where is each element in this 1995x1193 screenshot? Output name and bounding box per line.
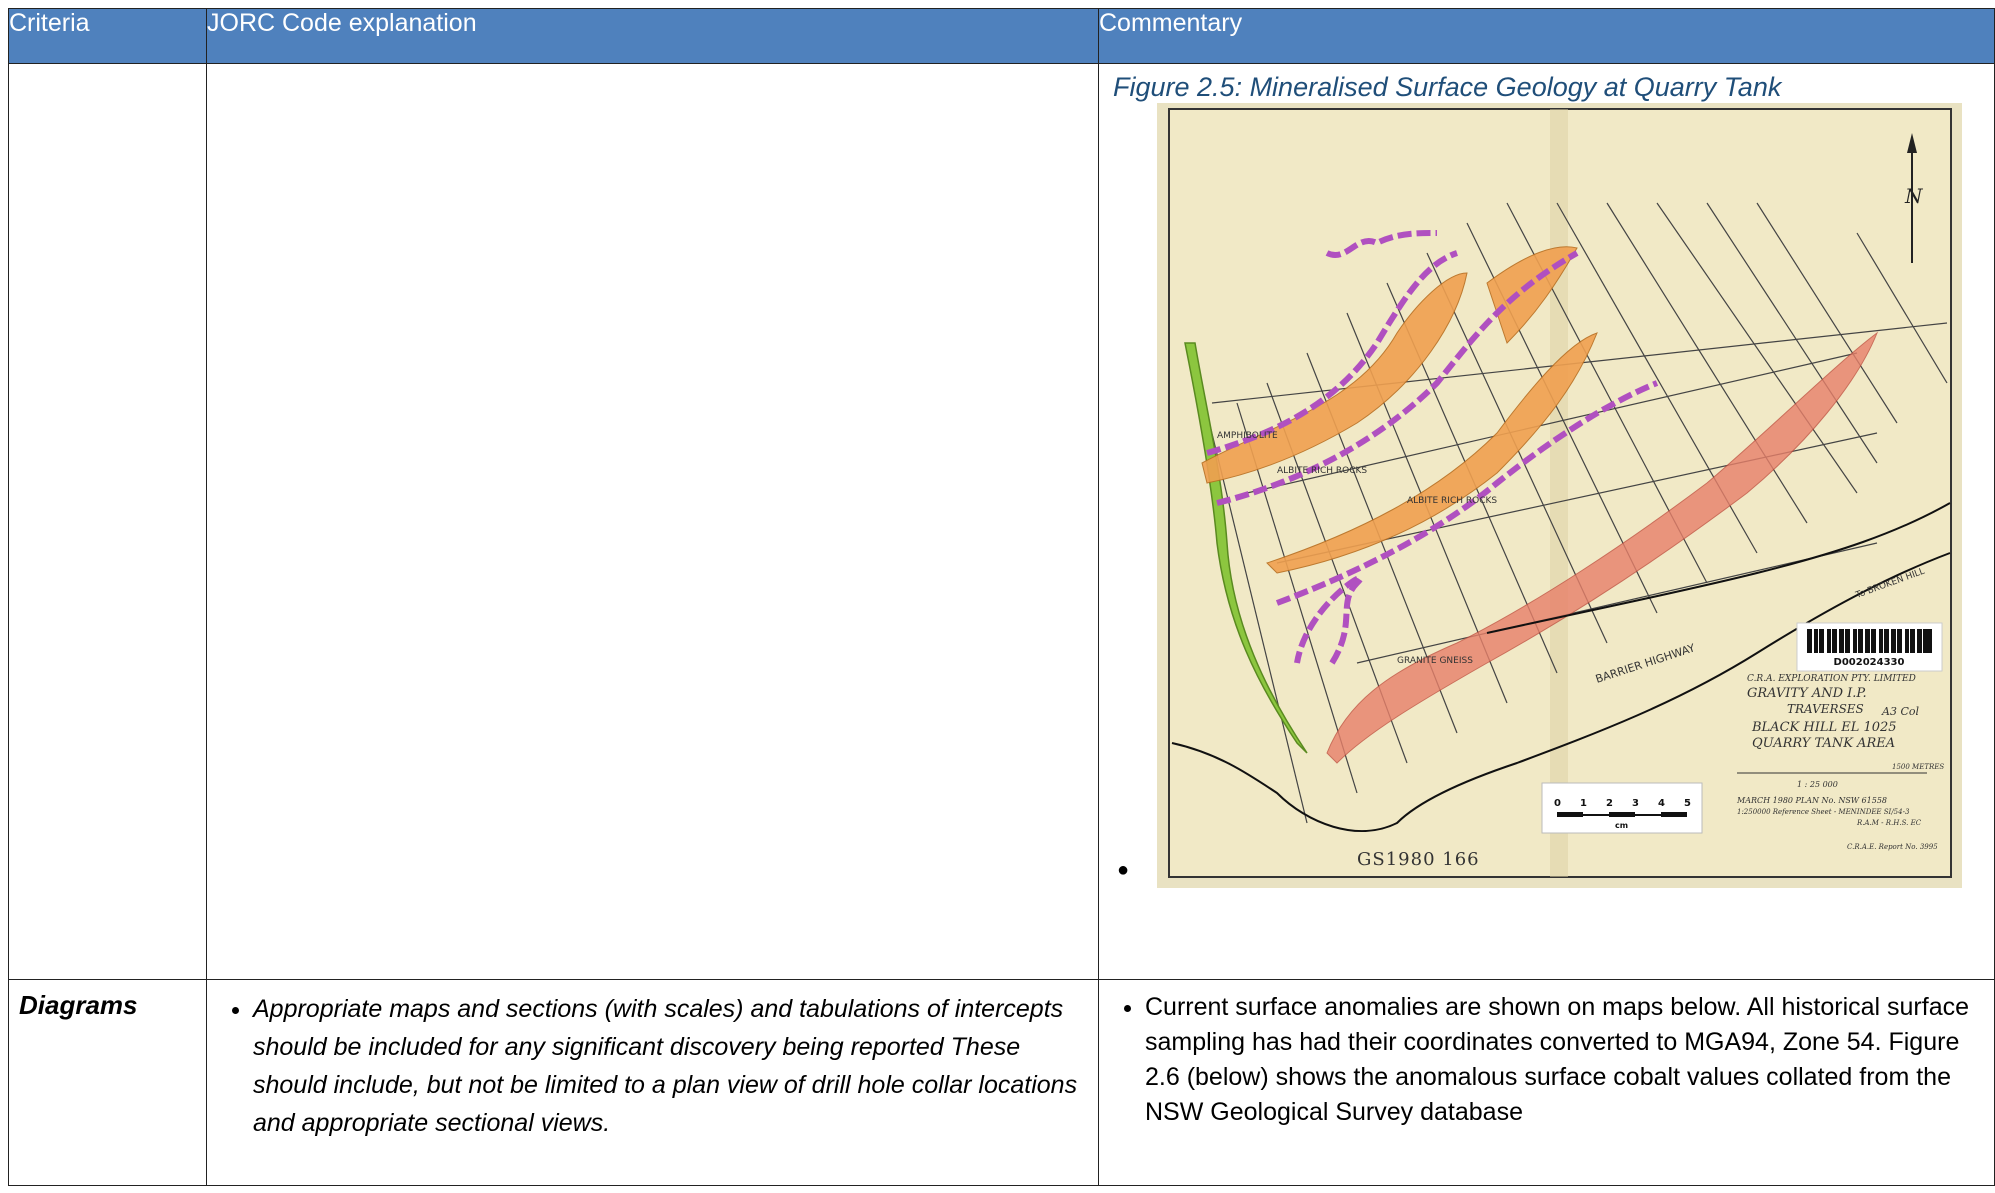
- diagrams-commentary-list: Current surface anomalies are shown on m…: [1099, 990, 1974, 1130]
- diagrams-explanation-list: Appropriate maps and sections (with scal…: [207, 990, 1078, 1142]
- figure-explanation-cell: [206, 63, 1099, 980]
- diagrams-explanation-item: Appropriate maps and sections (with scal…: [253, 990, 1078, 1142]
- svg-text:cm: cm: [1615, 821, 1628, 830]
- barcode-label: D002024330: [1796, 622, 1943, 672]
- svg-text:C.R.A. EXPLORATION PTY. LIMITE: C.R.A. EXPLORATION PTY. LIMITED: [1747, 674, 1916, 684]
- barrier-highway: [1486, 502, 1951, 634]
- svg-text:R.A.M - R.H.S. EC: R.A.M - R.H.S. EC: [1856, 819, 1922, 827]
- header-explanation: JORC Code explanation: [206, 8, 1099, 64]
- figure-criteria-cell: [8, 63, 207, 980]
- orange-unit-3: [1486, 246, 1578, 344]
- diagrams-commentary-item: Current surface anomalies are shown on m…: [1145, 990, 1974, 1130]
- svg-text:MARCH 1980 PLAN No. NSW 6155: MARCH 1980 PLAN No. NSW 61558: [1736, 796, 1887, 805]
- figure-container: ● N: [1113, 103, 1994, 893]
- svg-text:N: N: [1904, 184, 1924, 208]
- svg-text:AMPHIBOLITE: AMPHIBOLITE: [1217, 431, 1278, 441]
- svg-text:BLACK HILL EL 1025: BLACK HILL EL 1025: [1751, 720, 1897, 735]
- diagrams-row: Diagrams Appropriate maps and sections (…: [8, 979, 1995, 1186]
- svg-text:GRAVITY AND I.P.: GRAVITY AND I.P.: [1747, 686, 1867, 701]
- svg-text:5: 5: [1684, 798, 1691, 809]
- svg-text:1 : 25 000: 1 : 25 000: [1797, 780, 1838, 789]
- svg-text:2: 2: [1606, 798, 1613, 809]
- orange-unit-1: [1201, 272, 1468, 484]
- svg-text:ALBITE RICH ROCKS: ALBITE RICH ROCKS: [1407, 496, 1497, 506]
- jorc-table: Criteria JORC Code explanation Commentar…: [8, 8, 1995, 1186]
- red-unit: [1326, 331, 1879, 764]
- svg-text:ALBITE RICH ROCKS: ALBITE RICH ROCKS: [1277, 466, 1367, 476]
- purple-units: [1206, 230, 1659, 665]
- north-arrow-icon: N: [1904, 133, 1924, 263]
- svg-text:1: 1: [1580, 798, 1587, 809]
- title-block: C.R.A. EXPLORATION PTY. LIMITED GRAVITY …: [1736, 674, 1944, 851]
- svg-text:0: 0: [1554, 798, 1561, 809]
- diagrams-criteria-cell: Diagrams: [8, 979, 207, 1186]
- geology-map: N: [1157, 103, 1962, 888]
- svg-text:GRANITE GNEISS: GRANITE GNEISS: [1397, 656, 1473, 666]
- orange-unit-2: [1266, 332, 1598, 574]
- figure-commentary-cell: Figure 2.5: Mineralised Surface Geology …: [1098, 63, 1995, 980]
- svg-text:1:250000 Reference Sheet - MEN: 1:250000 Reference Sheet - MENINDEE SI/5…: [1737, 808, 1910, 816]
- svg-text:3: 3: [1632, 798, 1639, 809]
- diagrams-explanation-cell: Appropriate maps and sections (with scal…: [206, 979, 1099, 1186]
- scale-ruler: 0 1 2 3 4 5 cm: [1541, 782, 1703, 834]
- svg-text:1500 METRES: 1500 METRES: [1892, 763, 1944, 771]
- svg-text:A3 Col: A3 Col: [1881, 705, 1919, 718]
- diagrams-commentary-cell: Current surface anomalies are shown on m…: [1098, 979, 1995, 1186]
- svg-text:4: 4: [1658, 798, 1665, 809]
- svg-text:TRAVERSES: TRAVERSES: [1787, 702, 1864, 716]
- figure-caption: Figure 2.5: Mineralised Surface Geology …: [1113, 72, 1782, 102]
- figure-row: Figure 2.5: Mineralised Surface Geology …: [8, 63, 1995, 980]
- bullet-icon: ●: [1117, 859, 1130, 881]
- svg-text:QUARRY TANK AREA: QUARRY TANK AREA: [1752, 736, 1895, 751]
- archive-stamp: GS1980 166: [1357, 849, 1480, 870]
- header-commentary: Commentary: [1098, 8, 1995, 64]
- diagrams-criteria-label: Diagrams: [19, 990, 138, 1020]
- header-row: Criteria JORC Code explanation Commentar…: [8, 8, 1995, 64]
- svg-text:C.R.A.E. Report No. 3995: C.R.A.E. Report No. 3995: [1847, 843, 1938, 851]
- header-criteria: Criteria: [8, 8, 207, 64]
- svg-text:D002024330: D002024330: [1834, 657, 1905, 668]
